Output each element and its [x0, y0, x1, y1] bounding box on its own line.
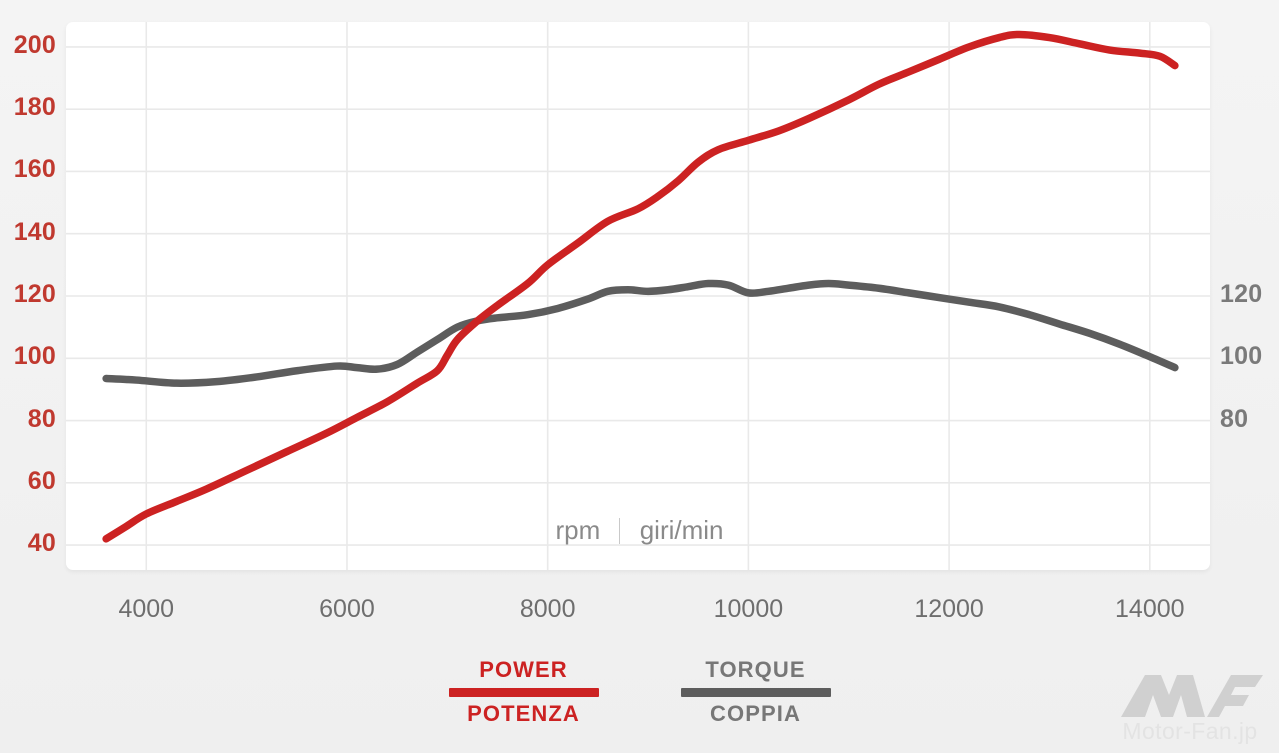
- left-axis-tick: 80: [27, 404, 56, 433]
- legend-power-label-it: POTENZA: [467, 701, 580, 726]
- legend-power-label-en: POWER: [479, 657, 568, 682]
- x-axis-tick: 14000: [1115, 595, 1185, 623]
- left-axis-tick: 200: [13, 30, 56, 59]
- legend-item-torque[interactable]: TORQUE COPPIA: [671, 655, 841, 729]
- right-axis-tick: 100: [1220, 342, 1263, 371]
- legend-torque-swatch: [680, 688, 831, 697]
- legend-torque-label-en: TORQUE: [705, 657, 806, 682]
- legend-item-power[interactable]: POWER POTENZA: [439, 655, 609, 729]
- legend-torque-label-it: COPPIA: [710, 701, 801, 726]
- plot-area: [66, 22, 1210, 570]
- power-curve: [102, 30, 1179, 543]
- x-axis-tick: 10000: [713, 595, 784, 623]
- left-axis-tick: 100: [13, 342, 56, 371]
- right-axis-tick: 120: [1220, 280, 1263, 308]
- left-axis-tick: 140: [13, 217, 56, 246]
- x-axis-tick: 6000: [319, 595, 375, 623]
- horizontal-gridlines: [66, 46, 1210, 546]
- plot-svg: [66, 22, 1210, 570]
- left-axis-tick: 60: [27, 466, 56, 495]
- x-axis-tick: 8000: [519, 595, 576, 623]
- right-axis-tick: 80: [1220, 404, 1249, 433]
- x-axis-tick: 12000: [914, 595, 984, 623]
- left-axis-tick: 180: [13, 93, 56, 122]
- left-axis-tick: 120: [13, 280, 56, 308]
- left-axis-tick: 160: [13, 155, 56, 184]
- left-axis-tick: 40: [27, 529, 56, 558]
- x-axis-tick: 4000: [118, 595, 175, 623]
- legend-power-swatch: [448, 688, 599, 697]
- torque-curve: [102, 279, 1179, 387]
- chart-legend: POWER POTENZA TORQUE COPPIA: [0, 655, 1279, 729]
